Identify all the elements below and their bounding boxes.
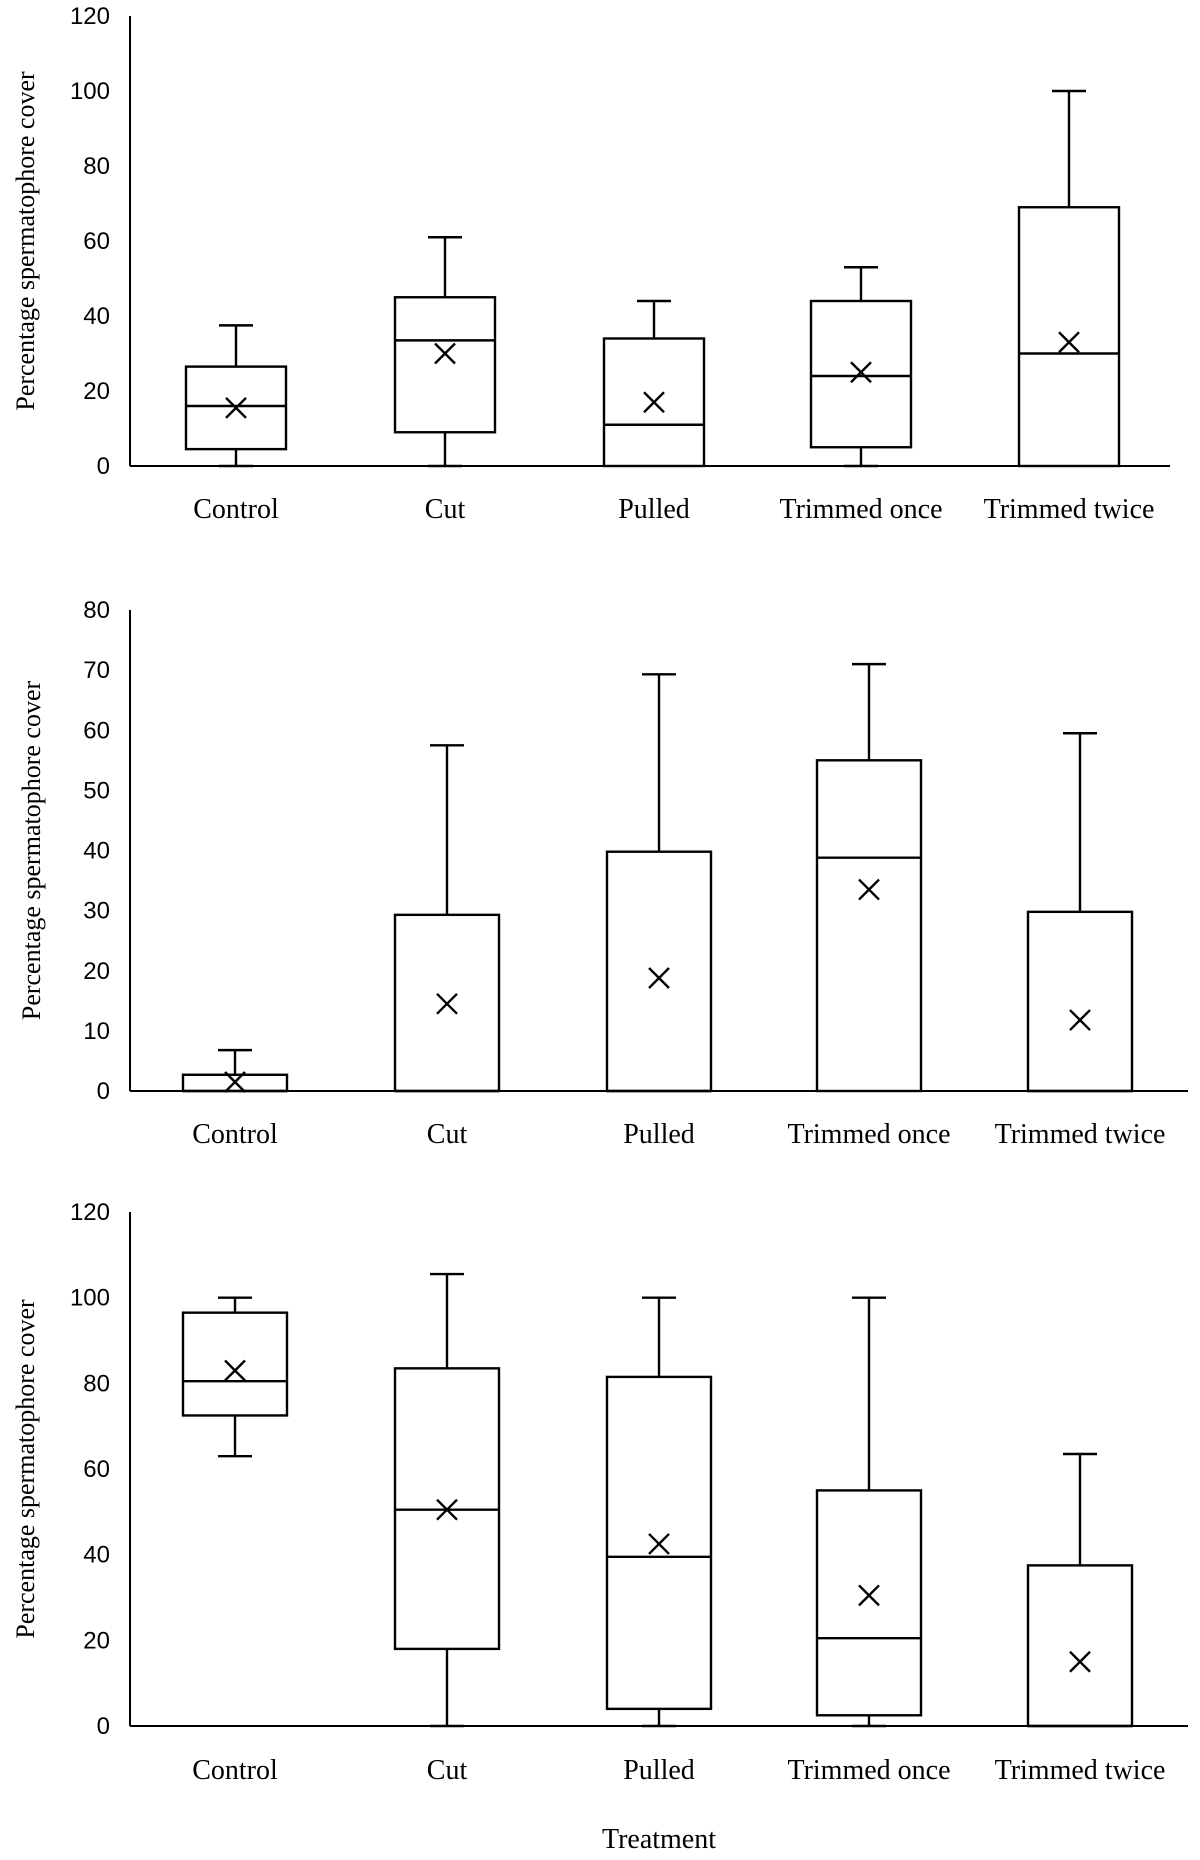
box-group-pulled [605,1296,713,1728]
box-iqr [393,296,497,434]
y-tick-label: 60 [83,228,110,255]
mean-marker [858,1584,880,1607]
x-axis-title: Treatment [602,1824,716,1855]
x-category-label: Trimmed once [779,494,942,525]
box-group-pulled [605,673,713,1093]
x-category-label: Pulled [623,1119,695,1150]
box-iqr [1026,910,1134,1093]
mean-marker [436,992,458,1015]
box-iqr [181,1311,289,1417]
y-tick-label: 40 [83,1542,110,1569]
chart-panel-top: 0 20 40 60 80 100 120 Percentage spermatophore … [11,3,1170,525]
x-category-label: Trimmed twice [995,1119,1166,1150]
mean-marker [850,361,872,384]
y-tick-label: 100 [70,78,110,105]
mean-marker [858,878,880,901]
box-group-trimmed-once [815,662,923,1093]
y-axis-title: Percentage spermatophore cover [11,71,40,411]
box-iqr [1017,206,1121,468]
box-iqr [605,1375,713,1711]
box-group-control [181,1296,289,1458]
y-tick-label: 30 [83,898,110,925]
mean-marker [648,967,670,989]
mean-marker [224,1359,246,1382]
x-category-label: Trimmed twice [984,494,1155,525]
mean-marker [224,1071,246,1093]
mean-marker [1069,1650,1091,1673]
mean-marker [1069,1009,1091,1031]
x-category-label: Cut [427,1755,468,1786]
x-category-label: Trimmed once [787,1755,950,1786]
y-axis-title: Percentage spermatophore cover [11,1299,40,1639]
mean-marker [225,397,247,419]
box-group-trimmed-twice [1017,89,1121,468]
y-tick-label: 20 [83,378,110,405]
box-iqr [809,299,913,449]
mean-marker [643,391,665,414]
x-category-label: Control [193,494,279,525]
y-tick-label: 100 [70,1285,110,1312]
box-group-trimmed-twice [1026,732,1134,1093]
y-tick-label: 120 [70,1199,110,1226]
box-iqr [815,759,923,1093]
y-tick-label: 80 [83,1370,110,1397]
mean-marker [436,1498,458,1521]
x-category-label: Control [192,1119,278,1150]
box-group-trimmed-once [815,1296,923,1728]
y-tick-label: 20 [83,1627,110,1654]
chart-panel-bottom: 0 20 40 60 80 100 120 Percentage spermatophore … [11,1199,1188,1786]
box-group-trimmed-twice [1026,1452,1134,1728]
box-iqr [1026,1564,1134,1728]
y-tick-label: 70 [83,657,110,684]
y-tick-label: 50 [83,777,110,804]
box-iqr [602,337,706,468]
box-group-cut [393,236,497,468]
y-tick-label: 80 [83,597,110,624]
x-category-label: Trimmed once [787,1119,950,1150]
box-group-control [181,1048,289,1093]
y-tick-label: 10 [83,1018,110,1045]
x-category-label: Pulled [618,494,690,525]
box-group-control [184,324,288,468]
box-iqr [605,850,713,1093]
y-tick-label: 40 [83,303,110,330]
y-tick-label: 0 [97,1713,110,1740]
x-category-label: Cut [425,494,466,525]
box-group-cut [393,744,501,1093]
y-tick-label: 20 [83,958,110,985]
mean-marker [648,1533,670,1555]
box-group-cut [393,1272,501,1728]
x-category-label: Pulled [623,1755,695,1786]
y-tick-label: 120 [70,3,110,30]
mean-marker [434,342,456,365]
y-tick-label: 0 [97,453,110,480]
box-group-trimmed-once [809,266,913,468]
chart-panel-middle: 0 10 20 30 40 50 60 70 80 Percentage spermatophor… [17,597,1188,1150]
box-iqr [184,365,288,451]
y-axis-title: Percentage spermatophore cover [17,681,46,1021]
x-category-label: Control [192,1755,278,1786]
y-tick-label: 40 [83,838,110,865]
box-group-pulled [602,299,706,468]
box-iqr [815,1489,923,1717]
x-category-label: Trimmed twice [995,1755,1166,1786]
y-tick-label: 60 [83,1456,110,1483]
y-tick-label: 0 [97,1078,110,1105]
mean-marker [1058,331,1080,354]
y-tick-label: 60 [83,717,110,744]
x-category-label: Cut [427,1119,468,1150]
y-tick-label: 80 [83,153,110,180]
